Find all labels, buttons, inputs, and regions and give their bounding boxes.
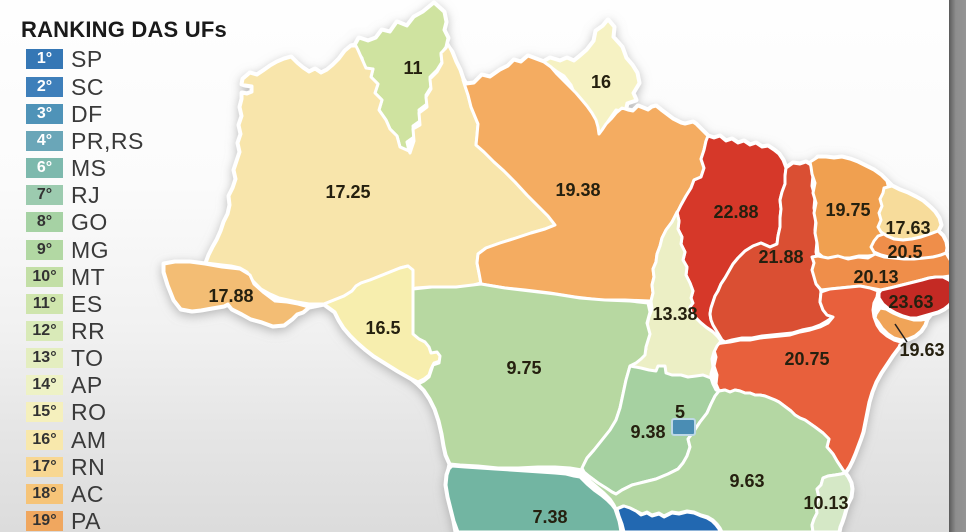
svg-text:9.38: 9.38: [630, 422, 665, 442]
svg-text:20.75: 20.75: [784, 349, 829, 369]
svg-text:20.13: 20.13: [853, 267, 898, 287]
svg-text:7.38: 7.38: [532, 507, 567, 527]
svg-text:17.25: 17.25: [325, 182, 370, 202]
svg-text:21.88: 21.88: [758, 247, 803, 267]
svg-text:16.5: 16.5: [365, 318, 400, 338]
svg-text:17.88: 17.88: [208, 286, 253, 306]
svg-text:23.63: 23.63: [888, 292, 933, 312]
svg-text:20.5: 20.5: [887, 242, 922, 262]
svg-text:9.75: 9.75: [506, 358, 541, 378]
svg-text:17.63: 17.63: [885, 218, 930, 238]
svg-text:19.63: 19.63: [899, 340, 944, 360]
svg-text:22.88: 22.88: [713, 202, 758, 222]
svg-text:19.75: 19.75: [825, 200, 870, 220]
svg-text:16: 16: [591, 72, 611, 92]
svg-text:5: 5: [675, 402, 685, 422]
svg-text:9.63: 9.63: [729, 471, 764, 491]
svg-text:13.38: 13.38: [652, 304, 697, 324]
svg-text:11: 11: [403, 58, 422, 78]
svg-text:19.38: 19.38: [555, 180, 600, 200]
svg-text:10.13: 10.13: [803, 493, 848, 513]
